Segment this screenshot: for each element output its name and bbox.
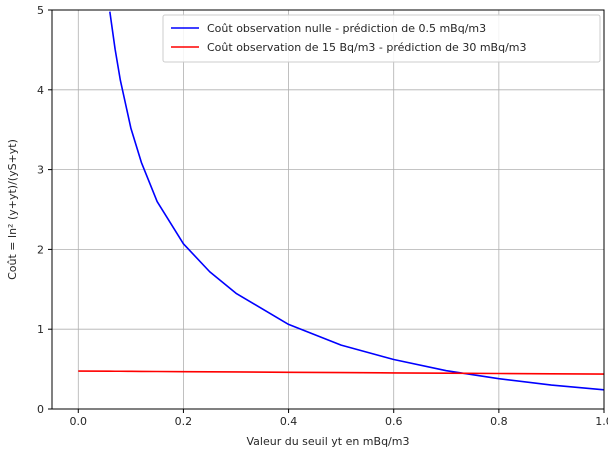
y-tick-label: 0	[37, 403, 44, 416]
x-tick-label: 0.8	[490, 415, 508, 428]
x-tick-label: 0.6	[385, 415, 403, 428]
y-axis-label: Coût = ln² (y+yt)/(yS+yt)	[6, 139, 19, 280]
y-tick-label: 5	[37, 4, 44, 17]
y-tick-label: 1	[37, 323, 44, 336]
x-tick-label: 1.0	[595, 415, 608, 428]
x-tick-label: 0.0	[70, 415, 88, 428]
legend-box	[162, 14, 601, 63]
legend-label-blue-series: Coût observation nulle - prédiction de 0…	[207, 22, 486, 35]
axis-ticks: 0.0 0.2 0.4 0.6 0.8 1.0 0 1 2 3 4 5	[37, 4, 608, 428]
legend: Coût observation nulle - prédiction de 0…	[162, 14, 601, 63]
x-axis-label: Valeur du seuil yt en mBq/m3	[247, 435, 410, 448]
legend-label-red-series: Coût observation de 15 Bq/m3 - prédictio…	[207, 41, 526, 54]
y-tick-label: 2	[37, 243, 44, 256]
plot-frame	[51, 9, 605, 410]
y-tick-label: 4	[37, 84, 44, 97]
series-lines	[78, 11, 604, 391]
grid-lines	[52, 9, 605, 410]
x-tick-label: 0.2	[175, 415, 193, 428]
series-line-blue	[109, 11, 604, 391]
y-tick-label: 3	[37, 164, 44, 177]
x-tick-label: 0.4	[280, 415, 298, 428]
series-line-red	[78, 370, 604, 375]
